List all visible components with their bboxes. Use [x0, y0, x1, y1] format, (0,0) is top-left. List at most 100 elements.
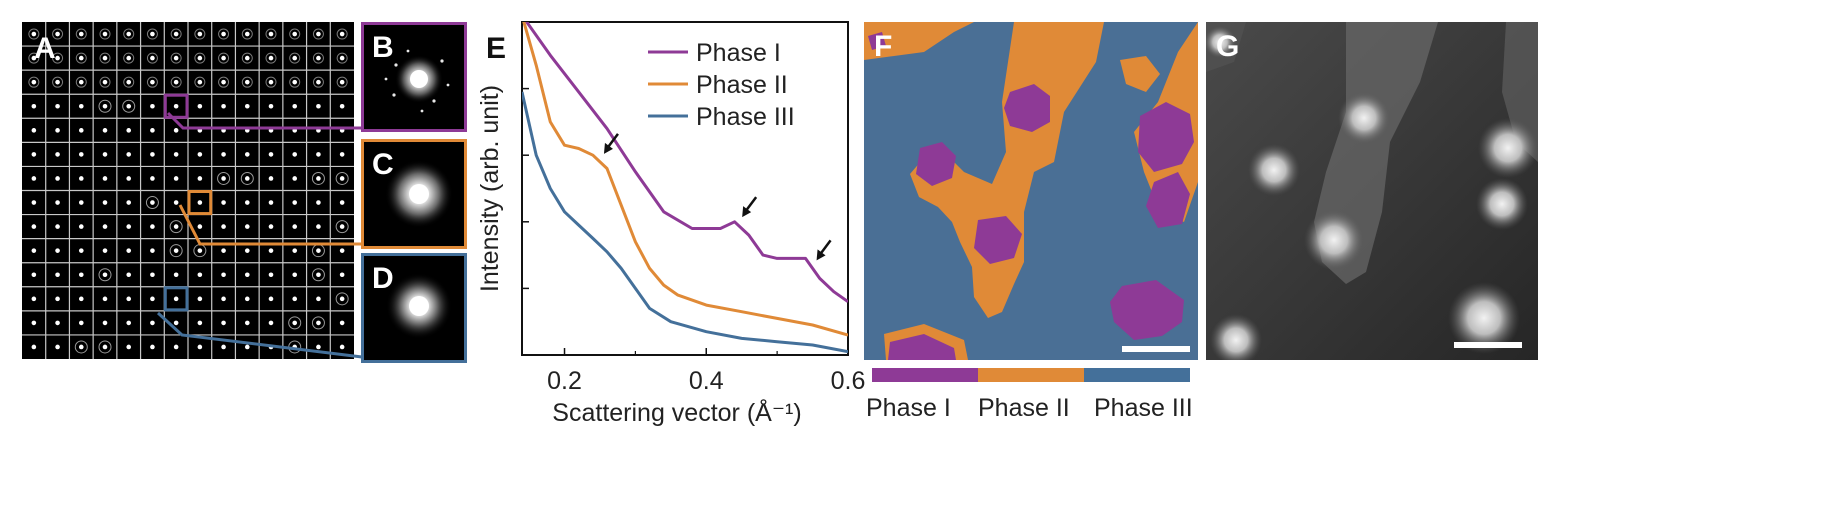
diffraction-pattern-c — [385, 160, 453, 228]
diffraction-spot — [197, 296, 203, 302]
diffraction-ring — [169, 220, 183, 234]
diffraction-spot — [221, 344, 226, 350]
diffraction-spot — [78, 320, 84, 326]
diffraction-ring — [241, 76, 253, 88]
diffraction-spot — [339, 344, 345, 350]
diffraction-ring — [241, 52, 253, 64]
diffraction-spot — [31, 296, 37, 302]
diffraction-spot — [78, 103, 84, 109]
diffraction-spot — [126, 320, 132, 326]
connector-c — [178, 204, 362, 246]
diffraction-ring — [289, 76, 301, 88]
diffraction-spot — [31, 224, 37, 229]
diffraction-spot — [268, 152, 274, 157]
diffraction-ring — [123, 76, 135, 88]
diffraction-spot — [221, 272, 226, 278]
diffraction-spot — [150, 79, 155, 85]
diffraction-spot — [78, 200, 84, 205]
x-axis-label: Scattering vector (Å⁻¹) — [552, 397, 801, 427]
phase-i-region — [1004, 84, 1050, 132]
diffraction-spot — [221, 103, 226, 109]
diffraction-spot — [268, 31, 274, 37]
phase-colorbar — [872, 368, 1190, 382]
diffraction-spot — [102, 272, 108, 278]
diffraction-ring — [99, 76, 111, 88]
diffraction-spot — [173, 79, 179, 85]
diffraction-ring — [170, 28, 182, 40]
diffraction-ring — [98, 99, 112, 113]
panel-f: F — [864, 22, 1198, 360]
diffraction-spot — [78, 272, 84, 278]
diffraction-spot — [55, 344, 60, 350]
phase-i-region — [1110, 280, 1184, 340]
diffraction-spot — [126, 344, 132, 350]
diffraction-spot — [221, 79, 226, 85]
diffraction-spot — [268, 248, 274, 253]
series-line-phase-ii — [522, 22, 848, 337]
diffraction-spot — [197, 272, 203, 278]
legend-label: Phase II — [696, 71, 788, 99]
diffraction-ring — [98, 340, 112, 354]
diffraction-spot — [78, 55, 84, 61]
diffraction-spot — [31, 31, 37, 37]
diffraction-spot — [292, 296, 298, 302]
phase-i-region — [916, 142, 956, 186]
diffraction-grid — [22, 22, 354, 359]
black-arrow-icon — [742, 196, 758, 218]
diffraction-spot — [292, 103, 298, 109]
diffraction-ring — [336, 52, 348, 64]
diffraction-spot — [173, 224, 179, 229]
diffraction-ring — [289, 52, 301, 64]
diffraction-spot — [150, 200, 155, 205]
diffraction-spot — [55, 272, 60, 278]
diffraction-spot — [197, 224, 203, 229]
diffraction-spot — [292, 272, 298, 278]
diffraction-spot — [292, 248, 298, 253]
diffraction-ring — [312, 52, 324, 64]
diffraction-spot — [31, 152, 37, 157]
legend-label: Phase I — [696, 39, 781, 67]
diffraction-spot — [78, 344, 84, 350]
diffraction-spot — [197, 176, 203, 181]
diffraction-spot — [55, 224, 60, 229]
diffraction-spot — [316, 176, 321, 181]
diffraction-ring — [311, 268, 325, 282]
phase-i-region — [868, 32, 886, 50]
diffraction-spot — [126, 31, 132, 37]
diffraction-spot — [339, 176, 345, 181]
diffraction-spot — [102, 152, 108, 157]
panel-label-f: F — [874, 30, 893, 63]
diffraction-spot — [55, 79, 60, 85]
diffraction-spot — [31, 176, 37, 181]
diffraction-spot — [244, 296, 250, 302]
diffraction-spot — [173, 272, 179, 278]
diffraction-spot — [126, 152, 132, 157]
diffraction-spot — [173, 248, 179, 253]
diffraction-ring — [145, 196, 159, 210]
diffraction-spot — [173, 103, 179, 109]
scale-bar — [1454, 342, 1522, 348]
diffraction-spot — [316, 248, 321, 253]
diffraction-spot — [31, 320, 37, 326]
panel-g: G — [1206, 22, 1538, 360]
diffraction-spot — [31, 248, 37, 253]
diffraction-spot — [173, 31, 179, 37]
diffraction-spot — [244, 103, 250, 109]
x-tick-label: 0.6 — [831, 367, 866, 395]
diffraction-spot — [268, 200, 274, 205]
diffraction-spot — [292, 152, 298, 157]
diffraction-spot — [150, 128, 155, 133]
diffraction-ring — [146, 76, 158, 88]
diffraction-spot — [78, 31, 84, 37]
panel-a: A — [22, 22, 354, 359]
diffraction-spot — [78, 176, 84, 181]
scale-bar — [1122, 346, 1190, 352]
colorbar-label-phase-iii: Phase III — [1094, 394, 1193, 422]
diffraction-spot — [102, 103, 108, 109]
diffraction-ring — [122, 99, 136, 113]
diffraction-spot — [173, 320, 179, 326]
diffraction-spot — [102, 200, 108, 205]
diffraction-spot — [173, 152, 179, 157]
diffraction-spot — [55, 55, 60, 61]
diffraction-spot — [55, 296, 60, 302]
